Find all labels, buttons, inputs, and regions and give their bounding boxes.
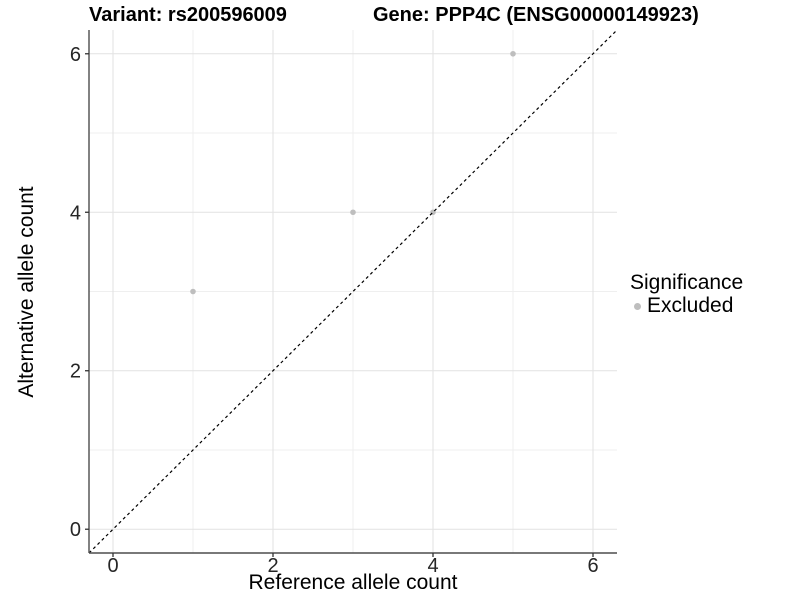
legend-item-excluded: Excluded (630, 295, 743, 317)
y-tick-label: 6 (70, 44, 81, 66)
legend: Significance Excluded (630, 271, 743, 317)
y-tick-label: 2 (70, 361, 81, 383)
data-point (510, 50, 516, 57)
x-tick-label: 4 (427, 555, 438, 577)
plot-title-gene: Gene: PPP4C (ENSG00000149923) (373, 4, 699, 26)
y-tick-label: 4 (70, 202, 81, 224)
x-tick-label: 2 (267, 555, 278, 577)
legend-point-icon (634, 302, 641, 310)
plot-title-variant: Variant: rs200596009 (89, 4, 287, 26)
data-point (350, 209, 356, 216)
identity-line (88, 29, 618, 554)
legend-title: Significance (630, 271, 744, 294)
legend-item-label: Excluded (647, 294, 734, 317)
y-tick-label: 0 (70, 519, 81, 541)
data-point (190, 288, 196, 295)
x-tick-label: 6 (587, 555, 598, 577)
x-tick-label: 0 (107, 555, 118, 577)
x-axis-title: Reference allele count (248, 571, 458, 594)
